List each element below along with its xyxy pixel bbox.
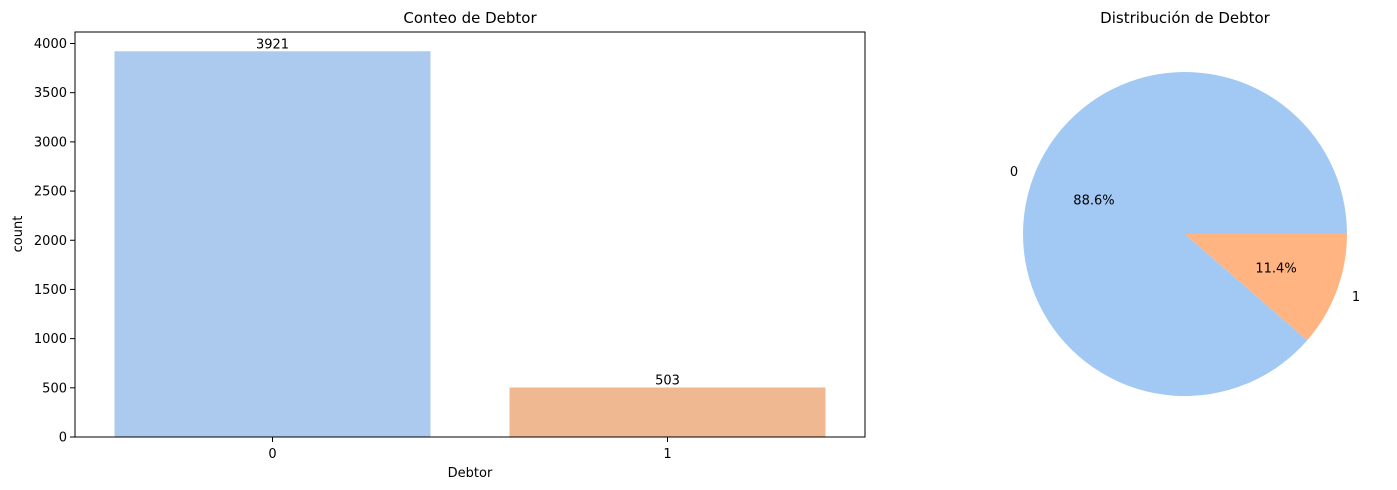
pie-category-label-1: 1 bbox=[1352, 290, 1360, 305]
x-tick-label: 1 bbox=[663, 447, 671, 462]
y-tick-label: 3500 bbox=[34, 86, 67, 101]
pie-category-label-0: 0 bbox=[1010, 165, 1018, 180]
pie-pct-label-0: 88.6% bbox=[1073, 193, 1114, 208]
bar-1 bbox=[509, 387, 826, 437]
bar-chart: Conteo de Debtor 3921 503 0 500 1000 1500 200… bbox=[11, 9, 866, 481]
bar-data-label-0: 3921 bbox=[256, 37, 289, 52]
pie-chart: Distribución de Debtor 88.6% 0 11.4% 1 bbox=[1010, 9, 1360, 397]
y-tick-label: 0 bbox=[59, 431, 67, 446]
x-axis-label: Debtor bbox=[448, 466, 493, 481]
y-tick-label: 2500 bbox=[34, 185, 67, 200]
y-tick-label: 3000 bbox=[34, 135, 67, 150]
pie-labels: 88.6% 0 11.4% 1 bbox=[1010, 165, 1360, 305]
bar-data-label-1: 503 bbox=[655, 374, 680, 389]
pie-pct-label-1: 11.4% bbox=[1255, 262, 1296, 277]
pie-slice-1 bbox=[1185, 234, 1347, 341]
bar-plot-frame bbox=[74, 31, 866, 438]
y-axis-label: count bbox=[11, 216, 26, 253]
pie-slices bbox=[1022, 72, 1347, 397]
bar-data-labels: 3921 503 bbox=[256, 37, 680, 388]
y-tick-label: 1500 bbox=[34, 283, 67, 298]
bar-series bbox=[114, 51, 826, 437]
y-tick-label: 4000 bbox=[34, 37, 67, 52]
y-tick-label: 500 bbox=[42, 381, 67, 396]
bar-0 bbox=[114, 51, 431, 437]
pie-chart-title: Distribución de Debtor bbox=[1100, 9, 1271, 27]
bar-chart-title: Conteo de Debtor bbox=[403, 9, 537, 27]
y-axis-ticks: 0 500 1000 1500 2000 2500 3000 3500 4000 bbox=[34, 37, 75, 446]
x-tick-label: 0 bbox=[268, 447, 276, 462]
y-tick-label: 1000 bbox=[34, 332, 67, 347]
y-tick-label: 2000 bbox=[34, 234, 67, 249]
pie-slice-0 bbox=[1022, 72, 1347, 397]
